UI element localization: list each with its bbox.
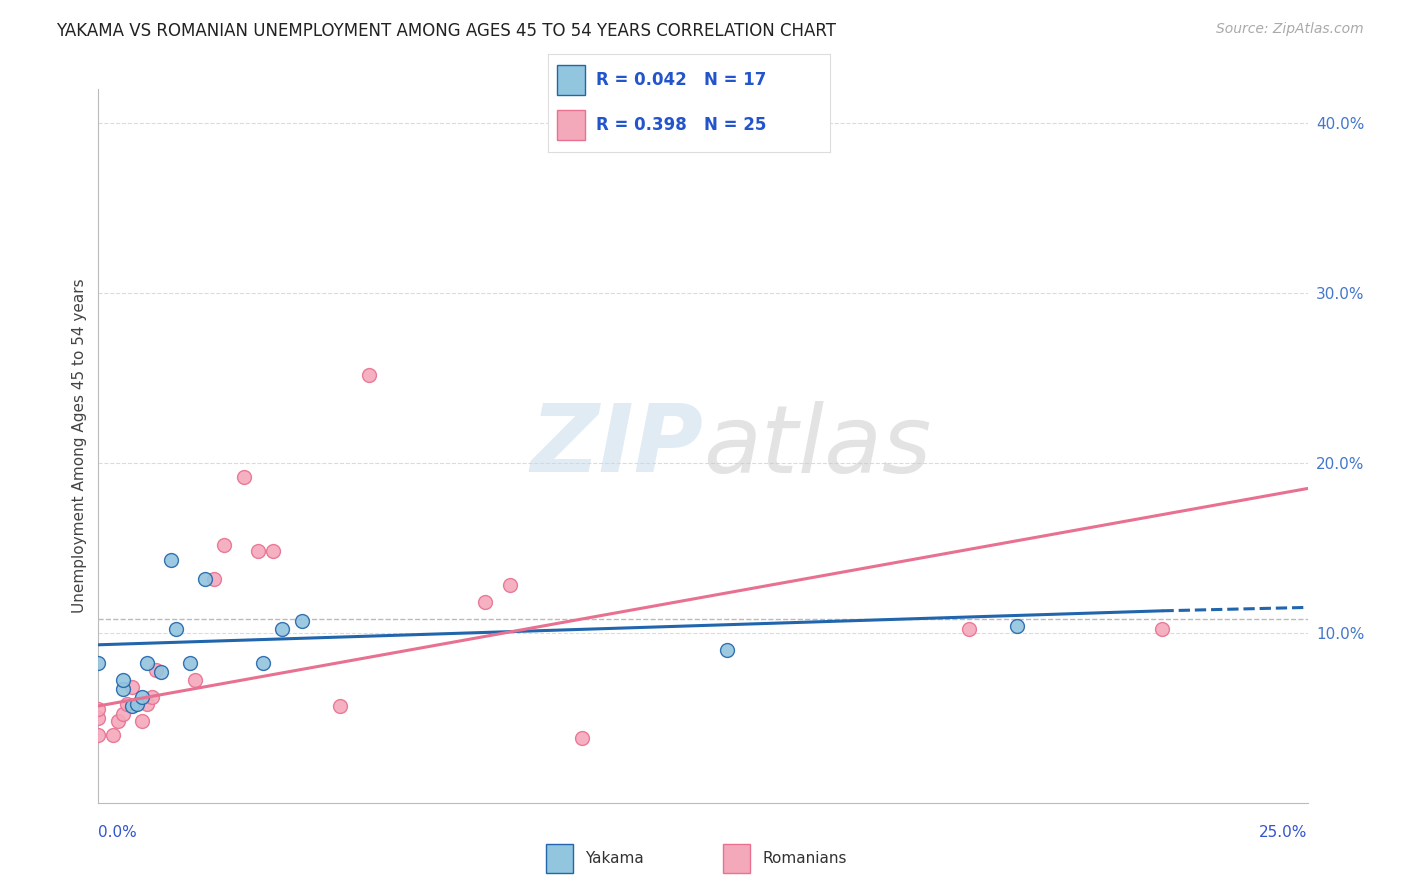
Point xyxy=(252,657,274,671)
Point xyxy=(141,690,163,705)
Text: Romanians: Romanians xyxy=(762,851,846,866)
Bar xyxy=(557,65,585,95)
Point xyxy=(271,623,294,637)
Point xyxy=(111,681,134,696)
Y-axis label: Unemployment Among Ages 45 to 54 years: Unemployment Among Ages 45 to 54 years xyxy=(72,278,87,614)
Point xyxy=(184,673,207,688)
Point xyxy=(150,665,173,679)
Point xyxy=(262,544,284,558)
Point xyxy=(111,673,134,688)
Point xyxy=(212,537,235,551)
Point xyxy=(179,657,201,671)
Point xyxy=(121,680,143,694)
Point xyxy=(165,623,187,637)
Point xyxy=(131,690,153,705)
Point xyxy=(107,714,129,729)
Point xyxy=(498,578,520,592)
Point xyxy=(232,469,254,483)
Point xyxy=(101,728,124,742)
Text: Yakama: Yakama xyxy=(585,851,644,866)
Point xyxy=(290,614,312,628)
Point xyxy=(117,698,139,712)
Text: atlas: atlas xyxy=(703,401,931,491)
Point xyxy=(135,698,157,712)
Point xyxy=(111,707,134,722)
Point xyxy=(135,657,157,671)
Text: Source: ZipAtlas.com: Source: ZipAtlas.com xyxy=(1216,22,1364,37)
Point xyxy=(87,657,110,671)
Bar xyxy=(723,844,751,873)
Text: 0.0%: 0.0% xyxy=(98,825,138,840)
Point xyxy=(957,623,980,637)
Point xyxy=(131,714,153,729)
Point xyxy=(121,698,143,713)
Point xyxy=(87,728,110,742)
Point xyxy=(160,553,183,567)
Text: R = 0.398   N = 25: R = 0.398 N = 25 xyxy=(596,116,766,134)
Bar xyxy=(546,844,574,873)
Text: R = 0.042   N = 17: R = 0.042 N = 17 xyxy=(596,71,766,89)
Point xyxy=(204,572,226,586)
Point xyxy=(571,731,593,746)
Text: 25.0%: 25.0% xyxy=(1260,825,1308,840)
Point xyxy=(716,643,738,657)
Point xyxy=(247,544,270,558)
Bar xyxy=(557,111,585,140)
Text: YAKAMA VS ROMANIAN UNEMPLOYMENT AMONG AGES 45 TO 54 YEARS CORRELATION CHART: YAKAMA VS ROMANIAN UNEMPLOYMENT AMONG AG… xyxy=(56,22,837,40)
Point xyxy=(329,698,352,713)
Point xyxy=(87,711,110,725)
Point xyxy=(127,698,149,712)
Point xyxy=(1152,623,1174,637)
Point xyxy=(145,663,167,677)
Point xyxy=(474,595,496,609)
Point xyxy=(359,368,381,382)
Point xyxy=(1007,619,1029,633)
Point xyxy=(87,702,110,716)
Text: ZIP: ZIP xyxy=(530,400,703,492)
Point xyxy=(194,572,217,586)
